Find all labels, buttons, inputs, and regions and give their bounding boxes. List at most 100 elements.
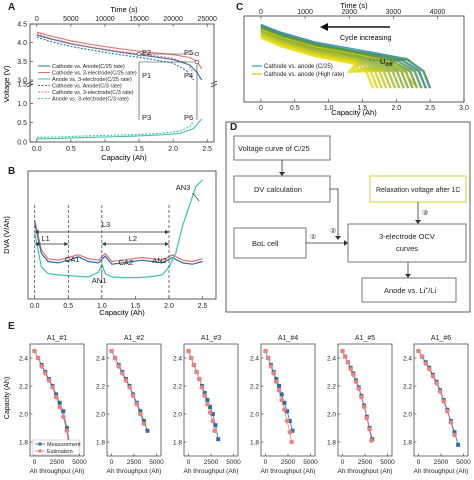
panel-e-x-tick: 0 [187, 459, 191, 466]
estimation-point [353, 379, 359, 385]
panel-a-top-tick: 0 [35, 16, 39, 23]
panel-c-x-tick: 1.5 [358, 105, 368, 112]
panel-e-y-tick: 2.4 [96, 355, 105, 362]
estimation-point [197, 376, 202, 382]
panel-e-x-tick: 2500 [204, 459, 219, 466]
panel-b-x-tick: 0.0 [30, 303, 40, 310]
panel-a-y-tick: 4.0 [17, 40, 27, 47]
panel-c-legend-entry: Cathode vs. anode (C/25) [264, 64, 333, 70]
panel-e-y-tick: 2.0 [19, 411, 28, 418]
estimation-point [274, 379, 279, 385]
estimation-point [50, 385, 55, 390]
panel-e-ylabel: Capacity (Ah) [4, 377, 11, 419]
estimation-point [210, 418, 216, 424]
panel-e-subplot: A1_#2 0 2500 5000 1.8 2.0 2.2 2.4 Ah throughput … [96, 335, 164, 475]
measurement-point [216, 437, 221, 442]
panel-c-top-tick: 4000 [430, 9, 446, 16]
estimation-point [61, 414, 66, 420]
marker-1: ① [310, 233, 316, 241]
panel-a-top-tick: 10000 [95, 16, 115, 23]
estimation-point [342, 354, 348, 359]
estimation-point [120, 371, 125, 376]
estimation-point [364, 415, 370, 421]
estimation-point [263, 348, 268, 354]
panel-e-label: E [8, 321, 15, 332]
panel-e-y-tick: 2.0 [327, 411, 336, 418]
estimation-point [116, 364, 121, 369]
panel-d-label: D [230, 122, 238, 133]
estimation-point [138, 411, 143, 417]
estimation-point [39, 364, 44, 369]
panel-e-y-tick: 2.4 [173, 355, 182, 362]
panel-a-y-tick: 3.0 [17, 78, 27, 85]
point-p3: P3 [142, 113, 151, 122]
panel-e-y-tick: 2.0 [96, 411, 105, 418]
estimation-point [430, 373, 436, 379]
panel-e-y-tick: 2.4 [19, 355, 28, 362]
estimation-point [265, 355, 271, 361]
measurement-point [274, 377, 279, 381]
estimation-point [32, 348, 37, 354]
estimation-point [188, 355, 194, 361]
relaxation-text: Relaxation voltage after 1C [376, 187, 460, 194]
panel-a-chart: P1 P2 P3 P4 P5 P6 Cathode vs. Anode(C/25 rate… [2, 5, 218, 162]
point-marker [136, 51, 142, 57]
panel-b-xlabel: Capacity (Ah) [99, 308, 145, 317]
voltage-curve-text: Voltage curve of C/25 [238, 144, 310, 153]
panel-e-xlabel: Ah throughput (Ah) [184, 468, 239, 475]
panel-e-x-tick: 5000 [149, 459, 164, 466]
panel-a-x-tick: 1.0 [100, 146, 110, 153]
panel-e-x-tick: 2500 [50, 459, 65, 466]
measurement-point [279, 392, 284, 397]
measurement-point [452, 430, 457, 435]
panel-e-x-tick: 0 [33, 459, 37, 466]
panel-a-xlabel: Capacity (Ah) [101, 153, 147, 162]
panel-c-x-tick: 0.5 [290, 105, 300, 112]
panel-e-y-tick: 1.8 [327, 439, 336, 446]
panel-c-legend-entry: Cathode vs. anode (High rate) [264, 72, 344, 78]
panel-c-cycle-curve [260, 36, 375, 89]
estimation-point [448, 420, 454, 425]
marker-3: ③ [422, 209, 428, 217]
panel-b-x-tick: 2.0 [164, 303, 174, 310]
measurement-point [54, 392, 59, 397]
panel-b-annotation-an2: AN2 [152, 256, 167, 265]
panel-e-xlabel: Ah throughput (Ah) [30, 468, 85, 475]
panel-e-x-tick: 5000 [380, 459, 395, 466]
panel-a-y-tick: 1.0 [17, 101, 27, 108]
estimation-line [342, 350, 372, 441]
panel-c-top-tick: 3000 [386, 9, 402, 16]
estimation-point [109, 348, 114, 354]
measurement-point [145, 428, 150, 433]
point-p5: P5 [184, 48, 193, 57]
panel-e-y-tick: 2.2 [403, 383, 412, 390]
panel-e-subplot-frame [106, 343, 162, 457]
panel-b-annotation-an1: AN1 [92, 276, 107, 285]
estimation-point [123, 378, 129, 383]
estimation-point [43, 371, 48, 376]
point-marker [194, 59, 200, 65]
panel-b-annotation-ca2: CA2 [119, 258, 134, 267]
legend-estimation: Estimation [47, 449, 73, 455]
panel-e-x-tick: 2500 [127, 459, 142, 466]
panel-c-frame [243, 15, 465, 103]
point-p1: P1 [142, 71, 151, 80]
estimation-point [434, 380, 439, 386]
panel-a-ylabel: Voltage (V) [2, 65, 11, 103]
panel-e-y-tick: 2.2 [19, 383, 28, 390]
measurement-point [277, 384, 281, 388]
estimation-point [199, 385, 205, 390]
panel-a-y-tick: 4.5 [17, 22, 27, 29]
panel-b-series-2 [34, 223, 203, 265]
panel-b-frame [27, 170, 217, 300]
legend-estimation-swatch [38, 449, 42, 453]
panel-c-x-tick: 1.0 [324, 105, 334, 112]
anode-vs-li-text: Anode vs. Li+/Li [384, 286, 436, 295]
panel-e-x-tick: 0 [264, 459, 268, 466]
panel-a-top-tick: 25000 [197, 16, 217, 23]
panel-b-ylabel: DVA (V/Ah) [2, 216, 11, 254]
panel-c-x-tick: 0 [259, 105, 263, 112]
panel-e-y-tick: 2.0 [173, 411, 182, 418]
panel-a-series-6 [36, 120, 195, 138]
panel-b-series-1 [34, 219, 203, 263]
